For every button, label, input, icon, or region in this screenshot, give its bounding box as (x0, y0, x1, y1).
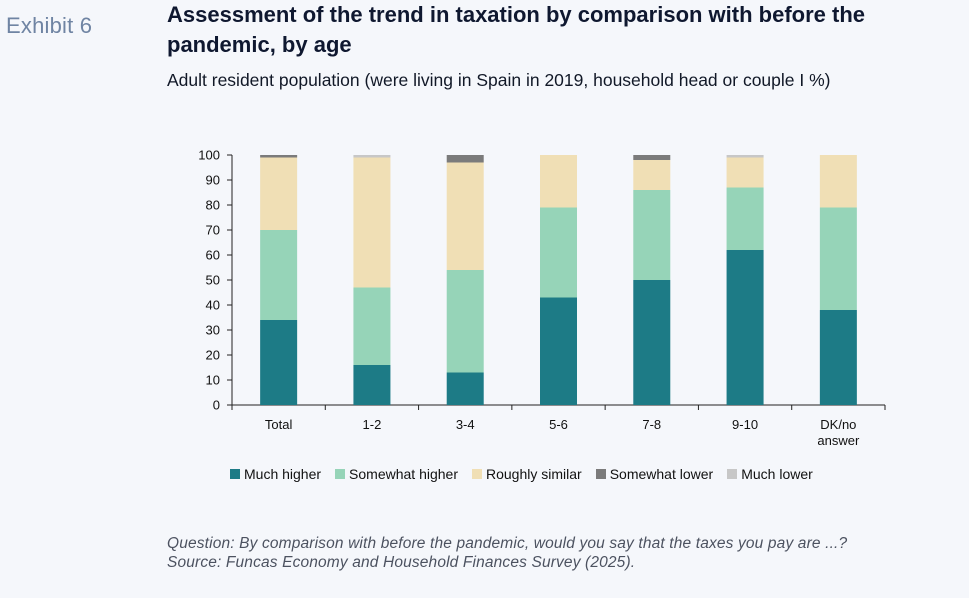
x-tick-label: 5-6 (549, 417, 568, 432)
bar-segment (540, 155, 577, 208)
bar-segment (726, 250, 764, 405)
bar-segment (353, 155, 391, 158)
bar-segment (446, 372, 484, 405)
y-tick-label: 100 (198, 148, 220, 163)
bar-segment (446, 270, 484, 373)
bar-segment (819, 155, 857, 208)
bar-segment (353, 365, 391, 405)
y-tick-label: 30 (206, 323, 220, 338)
y-tick-label: 90 (206, 173, 220, 188)
x-tick-label: 9-10 (732, 417, 758, 432)
legend-item: Much lower (727, 466, 813, 482)
y-tick-label: 10 (206, 373, 220, 388)
legend-swatch (230, 469, 240, 479)
x-tick-label: answer (817, 433, 860, 448)
chart-title: Assessment of the trend in taxation by c… (167, 2, 866, 57)
bar-segment (633, 280, 671, 405)
exhibit-label: Exhibit 6 (6, 13, 93, 38)
legend-label: Somewhat higher (349, 466, 458, 482)
bar-segment (260, 320, 298, 405)
bar-segment (819, 310, 857, 405)
bar-segment (446, 162, 484, 270)
legend-item: Roughly similar (472, 466, 582, 482)
y-tick-label: 70 (206, 223, 220, 238)
bar-segment (353, 157, 391, 288)
bar-segment (726, 187, 764, 250)
bar-segment (633, 160, 671, 190)
legend-item: Somewhat lower (595, 466, 714, 482)
legend-label: Somewhat lower (609, 466, 714, 482)
bar-segment (633, 190, 671, 280)
y-tick-label: 60 (206, 248, 220, 263)
legend-swatch (472, 469, 482, 479)
bar-segment (633, 155, 671, 160)
bar-segment (260, 157, 298, 230)
bar-segment (446, 155, 484, 163)
x-tick-label: DK/no (820, 417, 856, 432)
chart-legend: Much higher Somewhat higher Roughly simila… (230, 466, 813, 482)
bar-segment (726, 157, 764, 188)
chart-subtitle: Adult resident population (were living i… (167, 70, 831, 90)
source-note: Source: Funcas Economy and Household Fin… (167, 554, 636, 571)
bar-segment (819, 207, 857, 310)
legend-swatch (335, 469, 346, 479)
chart-notes: Question: By comparison with before the … (167, 534, 927, 572)
bar-segment (353, 287, 391, 365)
y-tick-label: 50 (206, 273, 220, 288)
bar-segment (540, 297, 577, 405)
bar-segment (260, 155, 298, 158)
y-tick-label: 40 (206, 298, 220, 313)
legend-swatch (595, 469, 606, 479)
legend-label: Much lower (741, 466, 813, 482)
question-note: Question: By comparison with before the … (167, 535, 848, 552)
legend-item: Somewhat higher (335, 466, 458, 482)
x-tick-label: 7-8 (642, 417, 661, 432)
x-tick-label: Total (265, 417, 293, 432)
y-tick-label: 80 (206, 198, 220, 213)
y-tick-label: 0 (213, 398, 220, 413)
legend-label: Much higher (244, 466, 322, 482)
bar-segment (540, 207, 577, 298)
y-tick-label: 20 (206, 348, 220, 363)
bar-segment (260, 230, 298, 320)
legend-label: Roughly similar (486, 466, 582, 482)
legend-item: Much higher (230, 466, 321, 482)
legend-swatch (727, 469, 738, 479)
x-tick-label: 1-2 (363, 417, 382, 432)
x-tick-label: 3-4 (456, 417, 475, 432)
bar-segment (726, 155, 764, 158)
